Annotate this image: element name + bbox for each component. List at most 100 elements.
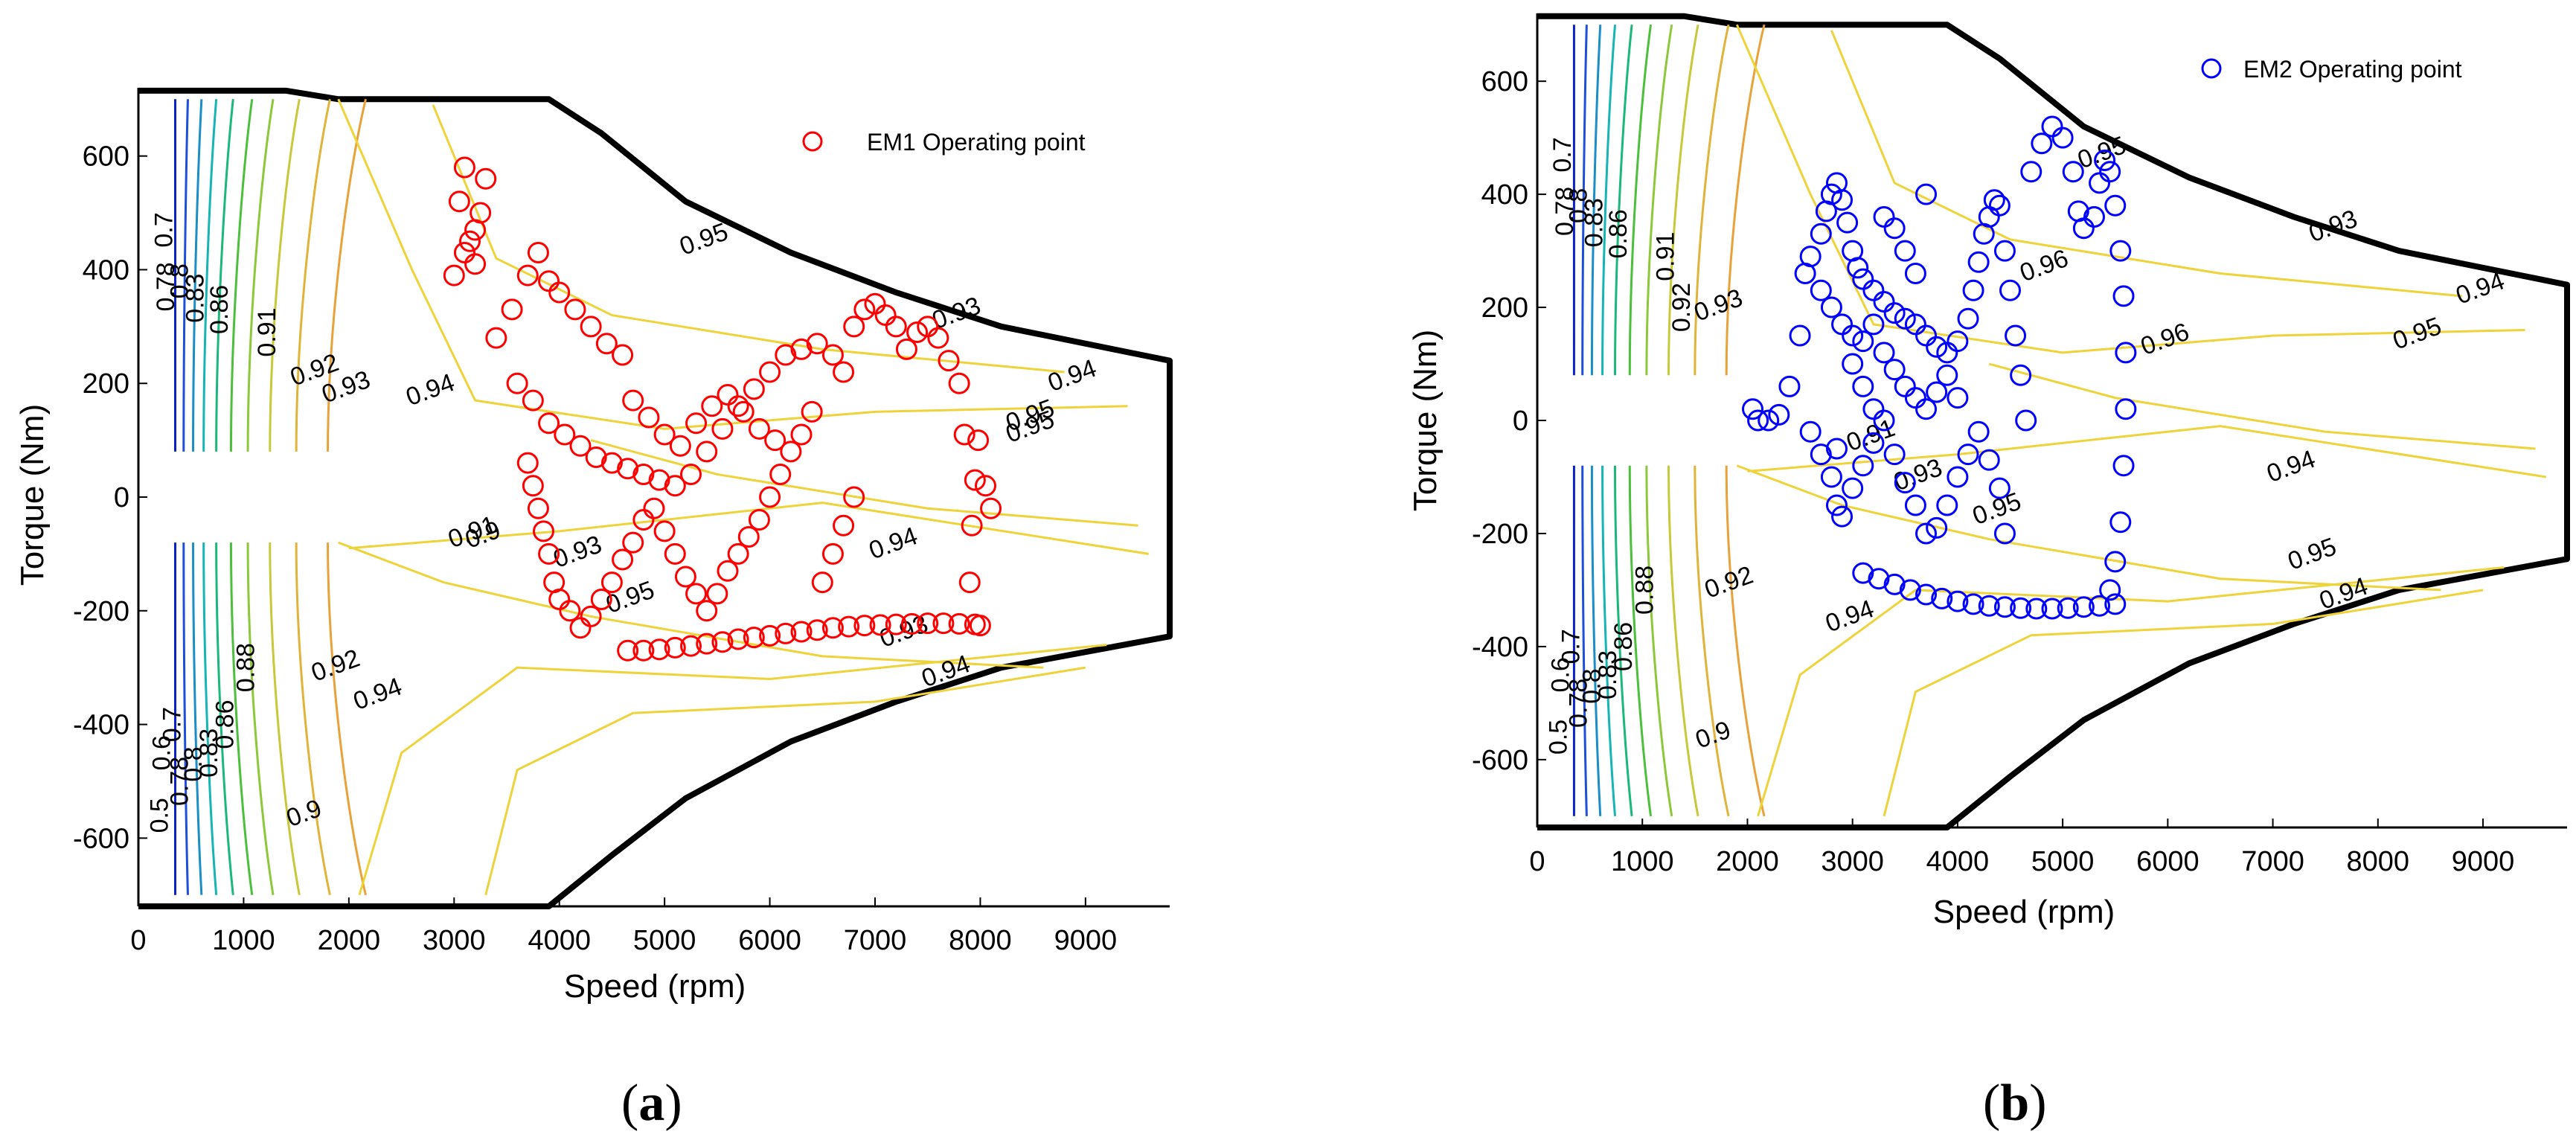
panel-a-point-104 — [975, 475, 996, 497]
panel-b-contour-label-24: 0.86 — [1609, 622, 1638, 671]
panel-b-point-0 — [1742, 398, 1764, 420]
panel-b-contour-label-0: 0.7 — [1548, 137, 1577, 172]
panel-a-contour-upper-3 — [202, 99, 218, 452]
panel-a-contour-field-4 — [484, 666, 1086, 896]
panel-b-point-10 — [1820, 183, 1842, 205]
panel-a-caption-letter: a — [638, 1075, 664, 1132]
panel-b-contour-label-30: 0.5 — [1545, 720, 1573, 755]
panel-a-contour-upper-2 — [192, 99, 203, 452]
panel-b-contour-label-5: 0.91 — [1652, 232, 1680, 281]
panel-b-point-98 — [1862, 313, 1885, 336]
panel-b-point-111 — [1852, 375, 1874, 397]
panel-a-x-label: Speed (rpm) — [564, 968, 746, 1005]
panel-b-point-86 — [2099, 161, 2121, 183]
panel-b-x-tick-label-8000: 8000 — [2347, 846, 2410, 877]
panel-a-point-58 — [664, 542, 686, 565]
panel-b-contour-lower-3 — [1601, 465, 1617, 816]
panel-b-torque-envelope — [1537, 13, 2570, 830]
chart-panel-a: 0.70.780.80.830.86 0.910.920.93 0.940.950.… — [14, 87, 1173, 1132]
panel-a-contour-lower-6 — [246, 542, 275, 895]
panel-a-contour-upper-5 — [229, 99, 254, 452]
panel-b-point-58 — [1993, 522, 2016, 545]
panel-b-point-118 — [1915, 183, 1938, 205]
panel-a-caption-close-paren: ) — [664, 1075, 682, 1132]
panel-b-contour-lower-6 — [1645, 465, 1673, 817]
panel-a-contour-label-5: 0.91 — [253, 307, 281, 356]
panel-a-point-0 — [443, 264, 465, 286]
panel-a-contour-field-1 — [432, 104, 1065, 374]
panel-a-point-85 — [759, 624, 781, 647]
panel-b-point-45 — [1862, 432, 1885, 454]
panel-b-caption-open-paren: ( — [1983, 1075, 2000, 1132]
panel-b-contour-label-14: 0.94 — [2263, 445, 2319, 488]
panel-b-contour-label-18: 0.95 — [2284, 532, 2340, 575]
panel-a-point-71 — [801, 400, 823, 423]
panel-b-point-99 — [1873, 342, 1895, 364]
panel-a-x-ticks: 0 1000 2000 3000 4000 5000 6000 7000 8000 9000 — [130, 897, 1117, 956]
panel-a-point-96 — [932, 612, 955, 635]
panel-a-point-49 — [569, 617, 592, 639]
panel-a-point-116 — [853, 298, 876, 321]
panel-b-point-79 — [2051, 127, 2074, 149]
panel-a-contour-upper-1 — [182, 99, 189, 452]
panel-b-point-93 — [2109, 511, 2132, 534]
panel-b-point-116 — [1894, 240, 1916, 262]
panel-a-point-8 — [464, 253, 487, 275]
panel-a-point-72 — [811, 571, 833, 594]
panel-b-contour-field-6 — [1747, 425, 2546, 478]
panel-a-point-89 — [821, 617, 844, 639]
panel-a-point-101 — [961, 514, 983, 537]
panel-b-contour-label-25: 0.83 — [1594, 650, 1622, 699]
panel-a-contour-lower-3 — [202, 542, 218, 895]
panel-a-x-tick-label-5000: 5000 — [633, 925, 696, 956]
panel-b-point-53 — [1947, 466, 1969, 488]
panel-b-point-35 — [2005, 324, 2027, 347]
panel-a-point-121 — [669, 435, 691, 457]
panel-b-y-label: Torque (Nm) — [1407, 330, 1444, 512]
panel-b-point-40 — [1820, 466, 1842, 488]
panel-a-point-15 — [564, 298, 586, 321]
panel-b-point-61 — [1883, 573, 1906, 595]
panel-b-point-42 — [1831, 505, 1853, 528]
panel-b-point-107 — [1810, 279, 1832, 301]
panel-b-point-66 — [1962, 593, 1984, 615]
panel-b-point-15 — [1847, 257, 1869, 279]
panel-a-point-127 — [764, 429, 786, 452]
panel-a-point-9 — [485, 327, 507, 349]
panel-a-contour-lower-4 — [215, 542, 234, 895]
panel-a-contour-label-8: 0.94 — [403, 368, 458, 412]
panel-a-point-48 — [559, 600, 581, 622]
panel-a-point-108 — [938, 350, 960, 372]
panel-b-point-60 — [1868, 568, 1890, 590]
panel-b-point-49 — [1904, 494, 1926, 516]
panel-b-contour-upper-2 — [1590, 25, 1602, 376]
panel-b-x-tick-label-9000: 9000 — [2452, 846, 2515, 877]
panel-a-contour-label-27: 0.8 — [179, 746, 208, 781]
panel-b-point-115 — [1883, 217, 1906, 240]
panel-a-point-14 — [548, 281, 571, 304]
panel-a-contour-label-28: 0.78 — [165, 757, 193, 806]
panel-b-contour-label-12: 0.94 — [2452, 266, 2508, 310]
panel-b-point-76 — [2020, 161, 2042, 183]
panel-b-point-117 — [1904, 262, 1926, 284]
panel-b-contour-lower-5 — [1628, 465, 1653, 817]
panel-a-point-39 — [821, 344, 844, 366]
panel-b-point-1 — [1747, 409, 1769, 432]
panel-b-contour-upper-3 — [1601, 25, 1617, 376]
panel-b-point-50 — [1915, 522, 1938, 545]
panel-b-point-48 — [1894, 472, 1916, 494]
panel-b-point-33 — [1993, 240, 2016, 262]
panel-b-point-87 — [2104, 194, 2127, 217]
panel-b-point-75 — [2104, 593, 2127, 615]
panel-a-contour-label-3: 0.83 — [182, 274, 210, 323]
panel-a-point-42 — [522, 475, 544, 497]
panel-b-point-106 — [1947, 387, 1969, 409]
panel-b-y-tick-label-600: 600 — [1481, 66, 1528, 97]
panel-a-point-118 — [622, 389, 644, 412]
panel-b-point-73 — [2072, 596, 2095, 618]
panel-b-point-78 — [2041, 115, 2063, 138]
panel-b-contour-upper-4 — [1614, 25, 1633, 376]
panel-b-caption: (b) — [1983, 1075, 2047, 1132]
panel-a-point-95 — [917, 612, 939, 635]
